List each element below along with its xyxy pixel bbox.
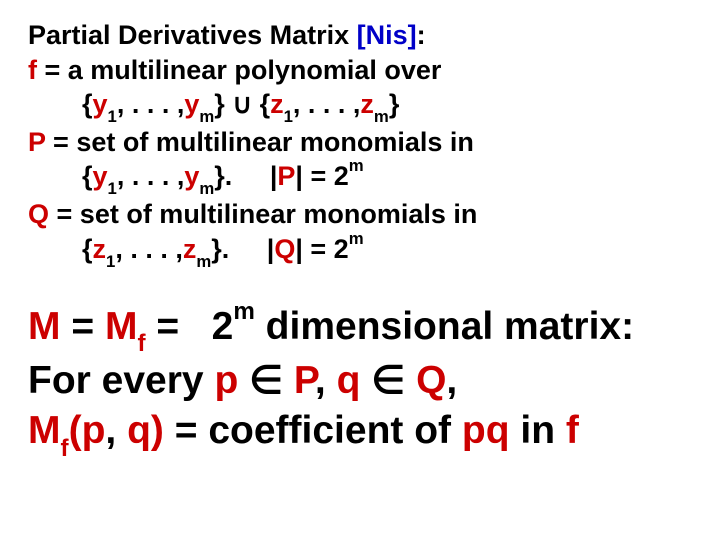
coef-text: in [510, 409, 566, 452]
card-eq: | = 2 [295, 161, 348, 191]
p-rhs: set of multilinear monomials in [76, 127, 474, 157]
f-sub: f [137, 330, 145, 357]
paren: ) [151, 409, 164, 452]
var-z: z [93, 234, 107, 264]
heading-title: Partial Derivatives Matrix [28, 20, 357, 50]
q-rhs: set of multilinear monomials in [80, 199, 478, 229]
p-symbol: P [28, 127, 46, 157]
union-symbol: ∪ [225, 89, 260, 119]
sub: 1 [108, 107, 117, 126]
sub: m [199, 179, 214, 198]
brace: } [389, 89, 400, 119]
eq: = [61, 305, 105, 348]
f-var: f [566, 409, 579, 452]
eq: = [146, 305, 190, 348]
p-symbol: P [277, 161, 295, 191]
comma: , [446, 359, 457, 402]
two: 2 [190, 305, 233, 348]
f-vars-line: {y1, . . . ,ym} ∪ {z1, . . . ,zm} [28, 87, 692, 125]
f-eq: = [37, 55, 68, 85]
f-sub: f [61, 435, 69, 462]
f-symbol: f [28, 55, 37, 85]
m-def-line: M = Mf = 2m dimensional matrix: [28, 302, 692, 357]
sub: 1 [284, 107, 293, 126]
elem-symbol: ∈ [238, 359, 294, 402]
var-z: z [183, 234, 197, 264]
sub: 1 [108, 179, 117, 198]
var-y: y [93, 89, 108, 119]
m-symbol: M [28, 305, 61, 348]
p-var: p [214, 359, 238, 402]
q-symbol: Q [274, 234, 295, 264]
brace: }. [211, 234, 229, 264]
p-set: P [294, 359, 315, 402]
card-eq: | = 2 [295, 234, 348, 264]
dots: , . . . , [117, 89, 185, 119]
brace: } [214, 89, 225, 119]
sub: m [199, 107, 214, 126]
forall-line: For every p ∈ P, q ∈ Q, [28, 356, 692, 406]
sub: m [374, 107, 389, 126]
var-y: y [184, 89, 199, 119]
slide: Partial Derivatives Matrix [Nis]: f = a … [0, 0, 720, 540]
dots: , . . . , [293, 89, 361, 119]
definitions-block: Partial Derivatives Matrix [Nis]: f = a … [28, 18, 692, 270]
pq-var: pq [462, 409, 510, 452]
eq: = [164, 409, 208, 452]
brace: { [82, 89, 93, 119]
q-set: Q [416, 359, 446, 402]
heading-line: Partial Derivatives Matrix [Nis]: [28, 18, 692, 53]
q-vars-line: {z1, . . . ,zm}. |Q| = 2m [28, 232, 692, 270]
matrix-block: M = Mf = 2m dimensional matrix: For ever… [28, 302, 692, 461]
exp: m [349, 156, 364, 175]
heading-reference: [Nis] [357, 20, 417, 50]
paren: ( [69, 409, 82, 452]
q-var: q [337, 359, 361, 402]
var-y: y [184, 161, 199, 191]
m-symbol: M [28, 409, 61, 452]
gap [232, 161, 270, 191]
comma: , [315, 359, 337, 402]
coef-text: coefficient of [208, 409, 462, 452]
q-def-line: Q = set of multilinear monomials in [28, 197, 692, 232]
p-eq: = [46, 127, 77, 157]
var-z: z [360, 89, 374, 119]
dots: , . . . , [115, 234, 183, 264]
brace: }. [214, 161, 232, 191]
gap [229, 234, 267, 264]
var-z: z [270, 89, 284, 119]
dots: , . . . , [117, 161, 185, 191]
brace: { [82, 161, 93, 191]
m-rest: dimensional matrix: [255, 305, 634, 348]
comma: , [105, 409, 127, 452]
q-eq: = [49, 199, 80, 229]
p-var: p [82, 409, 106, 452]
var-y: y [93, 161, 108, 191]
f-rhs: a multilinear polynomial over [68, 55, 442, 85]
p-vars-line: {y1, . . . ,ym}. |P| = 2m [28, 159, 692, 197]
coef-line: Mf(p, q) = coefficient of pq in f [28, 406, 692, 461]
p-def-line: P = set of multilinear monomials in [28, 125, 692, 160]
m-symbol: M [105, 305, 138, 348]
sub: m [196, 252, 211, 271]
heading-colon: : [417, 20, 426, 50]
q-symbol: Q [28, 199, 49, 229]
elem-symbol: ∈ [360, 359, 416, 402]
sub: 1 [106, 252, 115, 271]
exp: m [349, 229, 364, 248]
brace: { [260, 89, 271, 119]
exp: m [233, 298, 255, 325]
f-def-line: f = a multilinear polynomial over [28, 53, 692, 88]
q-var: q [127, 409, 151, 452]
brace: { [82, 234, 93, 264]
forall-text: For every [28, 359, 214, 402]
